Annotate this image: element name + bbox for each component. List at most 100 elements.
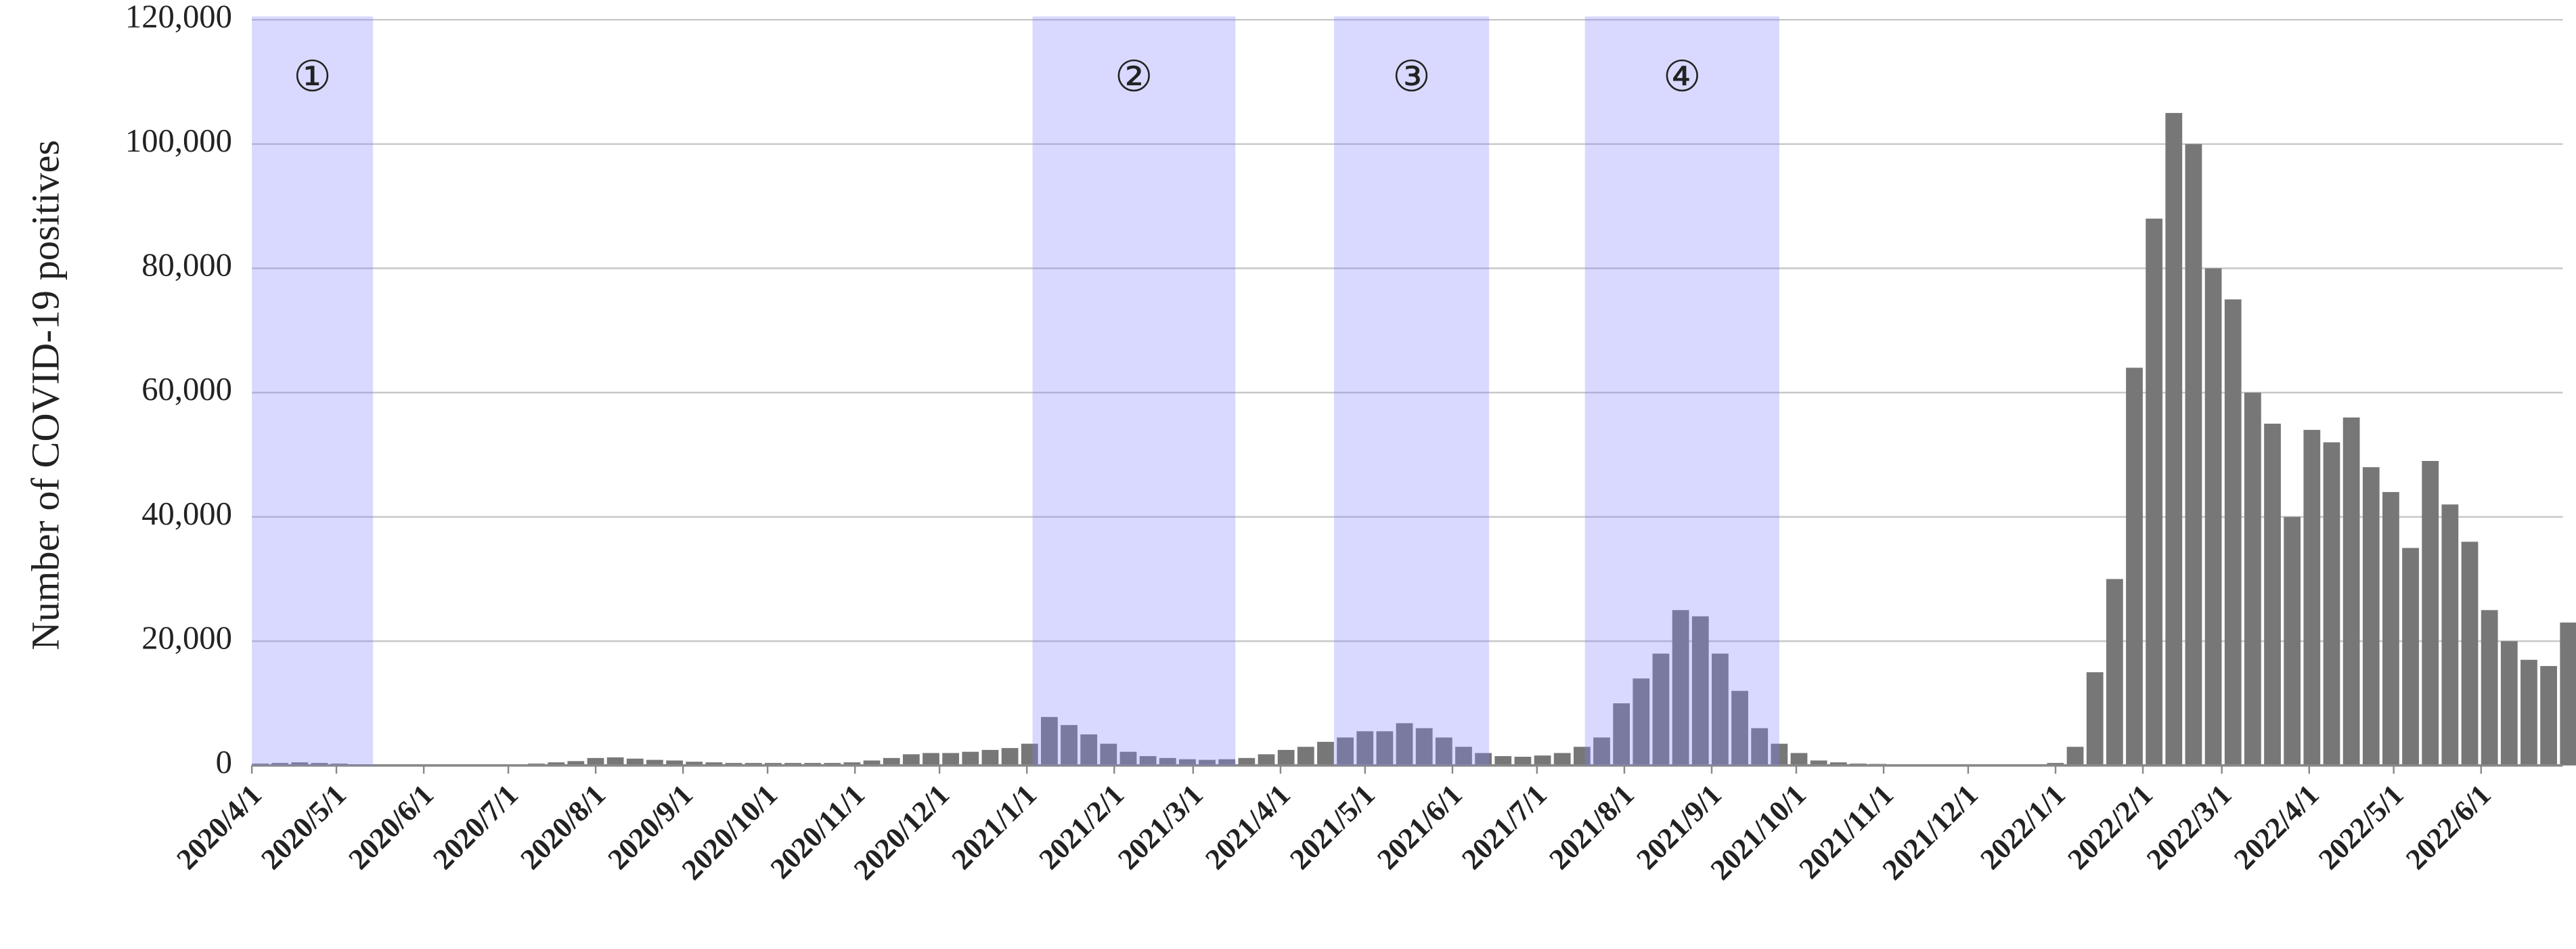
bar	[2264, 423, 2281, 766]
x-tick-label: 2020/4/1	[171, 778, 268, 876]
period-shade	[1032, 16, 1236, 766]
x-tick-label: 2021/4/1	[1199, 778, 1297, 876]
bar	[2402, 548, 2419, 766]
bar	[1337, 737, 1354, 766]
y-tick-label: 100,000	[125, 123, 232, 159]
bar	[804, 763, 822, 766]
x-tick-label: 2020/5/1	[255, 778, 353, 876]
bar	[1238, 757, 1256, 766]
bar	[2185, 144, 2202, 766]
bar	[2303, 430, 2321, 766]
bar	[2382, 491, 2399, 766]
bar	[1080, 734, 1098, 766]
bar	[1613, 703, 1630, 766]
bar	[1751, 728, 1769, 766]
bar	[942, 753, 960, 766]
x-tick-label: 2021/2/1	[1033, 778, 1130, 876]
x-tick-label: 2022/6/1	[2400, 778, 2497, 876]
x-tick-label: 2021/3/1	[1112, 778, 1209, 876]
bar	[1514, 756, 1532, 766]
bar	[2560, 622, 2576, 766]
bar	[2086, 672, 2104, 766]
bar	[764, 763, 782, 766]
x-tick-label: 2022/2/1	[2062, 778, 2159, 876]
period-label: ②	[1115, 51, 1153, 101]
bar	[1731, 690, 1748, 766]
bar	[1356, 731, 1374, 766]
bar	[1691, 616, 1709, 766]
bar	[2481, 610, 2498, 766]
bar	[1061, 725, 1078, 766]
bar	[1100, 743, 1117, 766]
bar	[1672, 610, 1689, 766]
x-tick-label: 2021/1/1	[946, 778, 1043, 876]
x-tick-label: 2021/5/1	[1284, 778, 1381, 876]
bar	[567, 761, 585, 766]
bar	[784, 763, 801, 766]
bar	[2224, 299, 2242, 766]
bar	[1652, 653, 1670, 766]
bar	[1317, 741, 1334, 766]
period-shade	[252, 16, 374, 766]
bar	[1021, 743, 1038, 766]
bar	[1810, 760, 1827, 766]
bar	[1277, 749, 1295, 766]
bar	[863, 760, 881, 766]
bar	[745, 763, 762, 766]
x-tick-label: 2021/7/1	[1456, 778, 1553, 876]
bar	[2342, 417, 2360, 766]
bar	[686, 762, 703, 766]
bar	[646, 759, 663, 766]
bar	[1258, 754, 1275, 766]
bar	[1179, 759, 1196, 766]
bar	[2500, 641, 2518, 766]
bar	[1475, 753, 1492, 766]
bar	[587, 757, 604, 766]
bar	[2441, 504, 2459, 766]
bar	[1376, 731, 1394, 766]
period-shade	[1334, 16, 1490, 766]
bar	[843, 762, 861, 766]
period-label: ④	[1663, 51, 1702, 101]
bar	[1712, 653, 1729, 766]
x-tick-label: 2020/7/1	[427, 778, 525, 876]
x-tick-label: 2022/5/1	[2313, 778, 2410, 876]
y-axis-label: Number of COVID-19 positives	[23, 140, 67, 650]
bar	[705, 762, 723, 766]
bar	[1199, 759, 1216, 766]
bar	[902, 754, 920, 766]
y-tick-label: 40,000	[141, 495, 232, 532]
bar	[1829, 762, 1847, 766]
bar	[1573, 747, 1591, 766]
bar	[606, 757, 624, 766]
bar	[1297, 747, 1314, 766]
x-tick-label: 2020/8/1	[514, 778, 612, 876]
bar	[1633, 678, 1650, 766]
bar	[962, 751, 979, 766]
x-tick-label: 2021/8/1	[1543, 778, 1641, 876]
bar	[981, 749, 999, 766]
period-label: ①	[293, 51, 332, 101]
y-tick-label: 80,000	[141, 247, 232, 284]
y-tick-label: 20,000	[141, 619, 232, 656]
bar	[2244, 393, 2261, 766]
bar	[1494, 756, 1512, 766]
bar	[1119, 751, 1137, 766]
bar	[2126, 368, 2143, 766]
bar	[1415, 728, 1433, 766]
bar	[725, 763, 742, 766]
bar	[2146, 218, 2163, 766]
bar	[2047, 763, 2064, 766]
y-tick-label: 120,000	[125, 0, 232, 35]
bar	[2066, 747, 2084, 766]
x-tick-label: 2022/1/1	[1974, 778, 2072, 876]
bar	[2165, 112, 2183, 766]
bar	[1553, 753, 1571, 766]
bar	[883, 757, 900, 766]
x-tick-label: 2022/3/1	[2141, 778, 2238, 876]
bar	[1455, 747, 1472, 766]
x-tick-label: 2020/6/1	[342, 778, 440, 876]
period-label: ③	[1392, 51, 1431, 101]
bar	[2521, 659, 2537, 766]
